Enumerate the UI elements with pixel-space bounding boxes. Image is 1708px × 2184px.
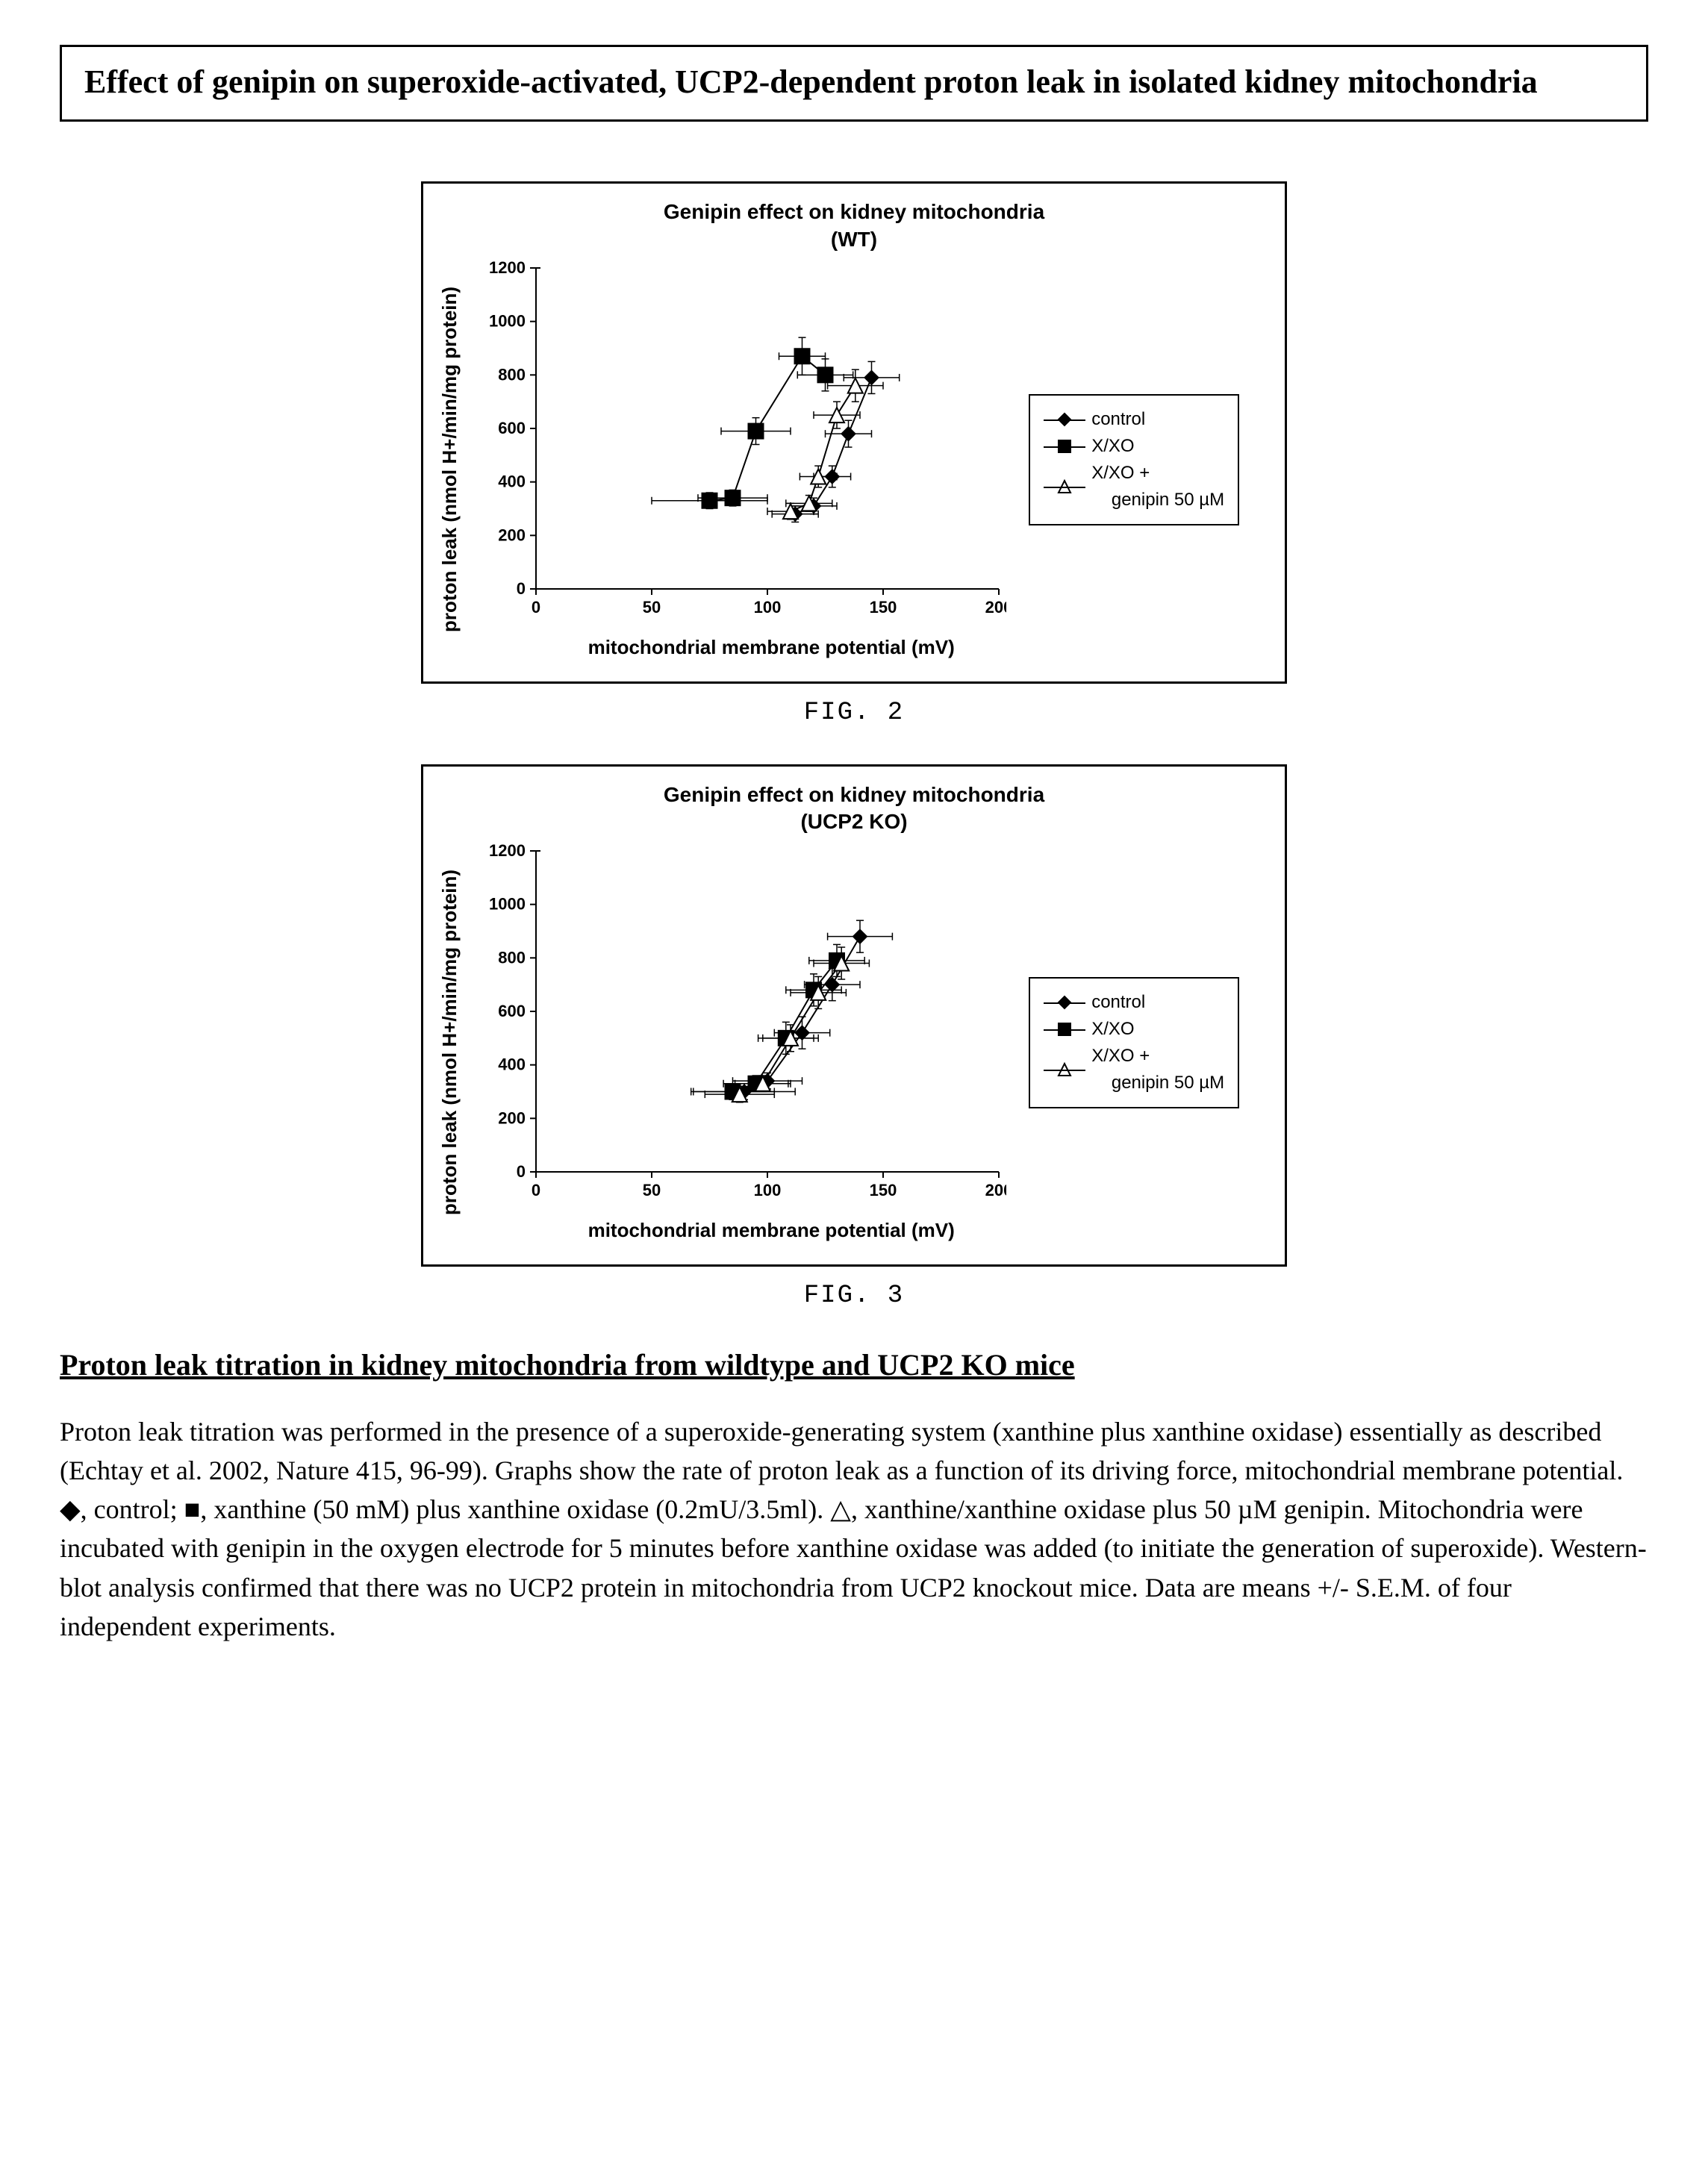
svg-text:150: 150: [870, 1181, 897, 1199]
figure-3-panel: Genipin effect on kidney mitochondria (U…: [421, 764, 1287, 1267]
legend-item: X/XO + genipin 50 µM: [1044, 1043, 1224, 1096]
page-title: Effect of genipin on superoxide-activate…: [84, 60, 1624, 103]
figure-2-legend: control X/XO X/XO + genipin 50 µM: [1029, 394, 1239, 525]
legend-item: X/XO: [1044, 433, 1224, 460]
figure-2-title-line1: Genipin effect on kidney mitochondria: [664, 200, 1044, 223]
figure-2-xlabel: mitochondrial membrane potential (mV): [536, 636, 1006, 659]
svg-text:0: 0: [517, 1162, 526, 1181]
svg-text:100: 100: [754, 1181, 782, 1199]
figure-2-title: Genipin effect on kidney mitochondria (W…: [438, 199, 1270, 253]
figure-2-panel: Genipin effect on kidney mitochondria (W…: [421, 181, 1287, 684]
legend-item: control: [1044, 406, 1224, 433]
svg-text:0: 0: [517, 579, 526, 598]
svg-text:800: 800: [498, 365, 526, 384]
figure-3-plot: 0 50 100 150 200 0 200 400 600 800 1000 1200: [469, 843, 1006, 1209]
figure-3-xlabel: mitochondrial membrane potential (mV): [536, 1219, 1006, 1242]
svg-text:150: 150: [870, 598, 897, 617]
figure-2-caption: FIG. 2: [60, 699, 1648, 727]
svg-text:50: 50: [643, 598, 661, 617]
svg-text:200: 200: [985, 598, 1006, 617]
page-title-box: Effect of genipin on superoxide-activate…: [60, 45, 1648, 122]
svg-text:200: 200: [498, 1108, 526, 1127]
svg-text:200: 200: [498, 525, 526, 544]
figure-2-plot: 0 50 100 150 200 0 200 400 600 800 1000 1200: [469, 260, 1006, 626]
svg-text:600: 600: [498, 419, 526, 437]
figure-2-title-line2: (WT): [831, 228, 877, 251]
svg-text:400: 400: [498, 472, 526, 491]
figure-3-legend: control X/XO X/XO + genipin 50 µM: [1029, 977, 1239, 1108]
svg-text:600: 600: [498, 1002, 526, 1020]
svg-text:50: 50: [643, 1181, 661, 1199]
svg-text:1200: 1200: [489, 843, 526, 860]
figure-3-title: Genipin effect on kidney mitochondria (U…: [438, 781, 1270, 836]
legend-item: control: [1044, 989, 1224, 1016]
legend-item: X/XO + genipin 50 µM: [1044, 460, 1224, 514]
figure-3-ylabel: proton leak (nmol H+/min/mg protein): [438, 870, 461, 1215]
figure-3-title-line1: Genipin effect on kidney mitochondria: [664, 783, 1044, 806]
svg-text:1000: 1000: [489, 894, 526, 913]
body-paragraph-text: Proton leak titration was performed in t…: [60, 1412, 1648, 1646]
svg-text:800: 800: [498, 948, 526, 967]
svg-text:1200: 1200: [489, 260, 526, 277]
figure-3-caption: FIG. 3: [60, 1282, 1648, 1310]
figure-2-ylabel: proton leak (nmol H+/min/mg protein): [438, 287, 461, 632]
legend-item: X/XO: [1044, 1016, 1224, 1043]
svg-text:0: 0: [532, 1181, 540, 1199]
svg-text:100: 100: [754, 598, 782, 617]
svg-text:400: 400: [498, 1055, 526, 1073]
figure-3-title-line2: (UCP2 KO): [800, 810, 907, 833]
section-heading: Proton leak titration in kidney mitochon…: [60, 1347, 1648, 1382]
svg-text:200: 200: [985, 1181, 1006, 1199]
body-paragraph: Proton leak titration was performed in t…: [60, 1412, 1648, 1646]
svg-text:1000: 1000: [489, 312, 526, 331]
svg-text:0: 0: [532, 598, 540, 617]
